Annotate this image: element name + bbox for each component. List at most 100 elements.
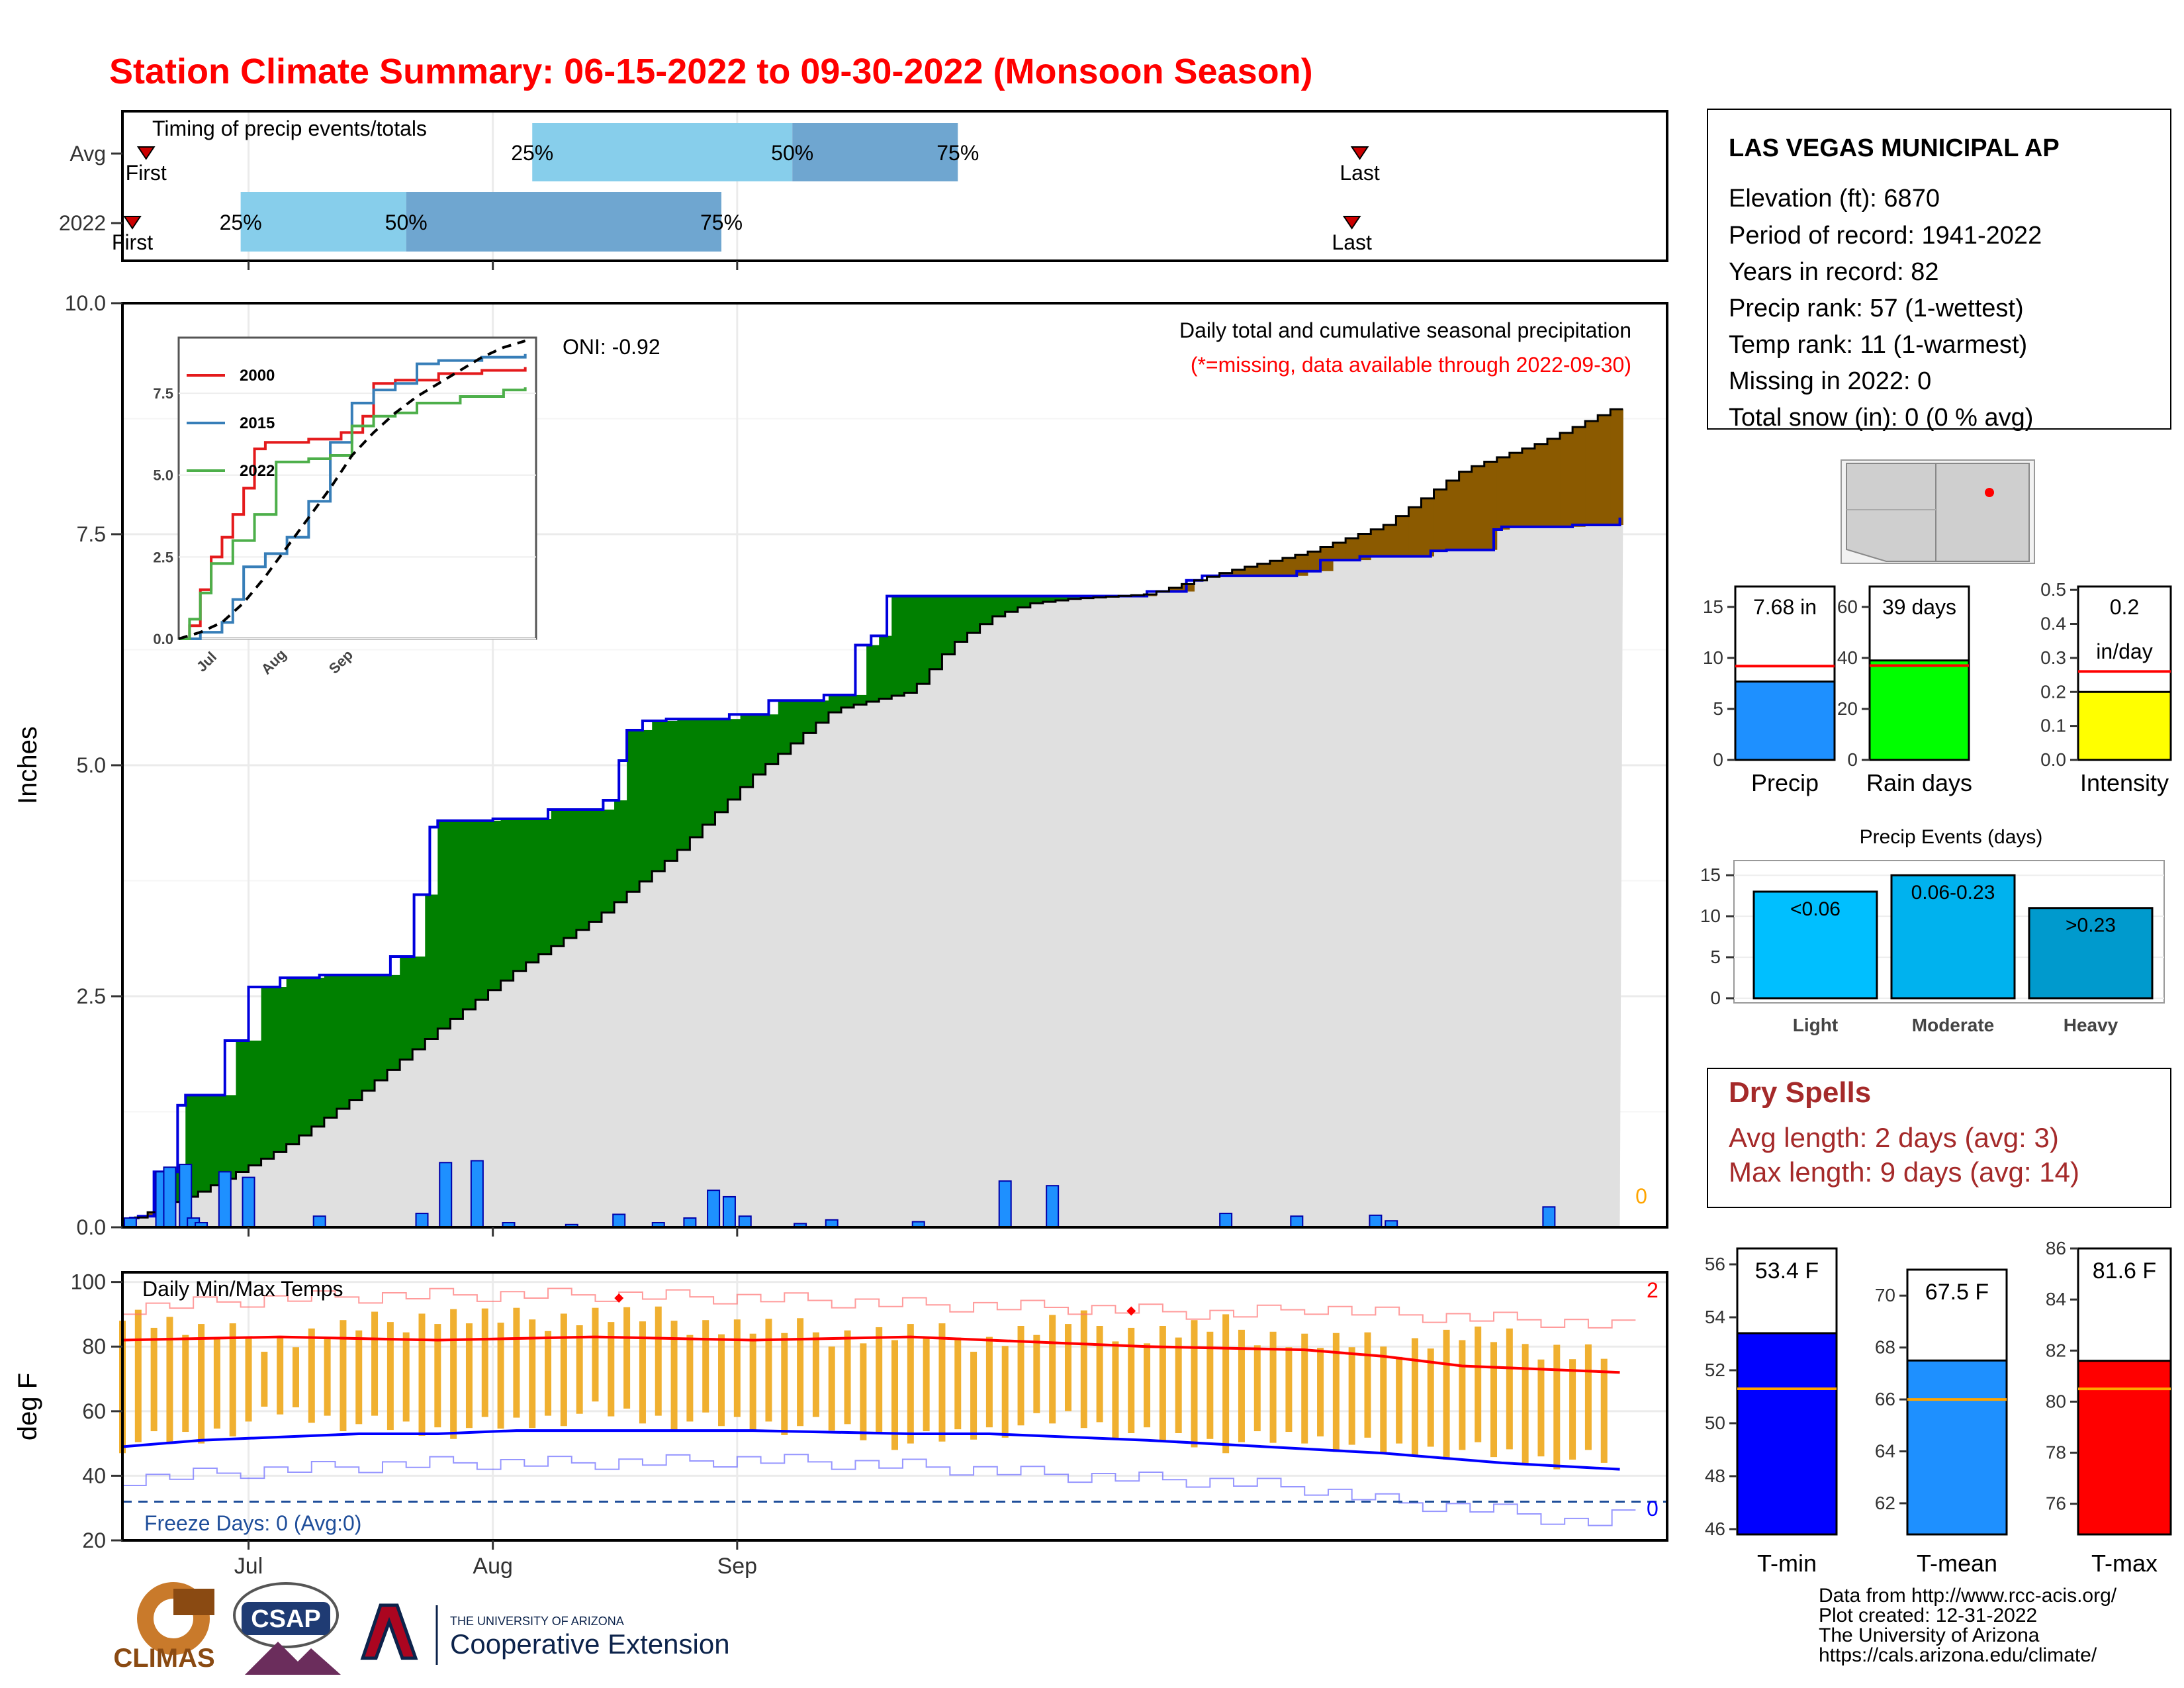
above-avg-area xyxy=(198,1095,211,1192)
daily-temp-range-bar xyxy=(655,1306,662,1416)
below-avg-area xyxy=(1547,438,1561,527)
daily-temp-range-bar xyxy=(923,1338,930,1432)
daily-temp-range-bar xyxy=(434,1324,441,1428)
credit-line: https://cals.arizona.edu/climate/ xyxy=(1819,1644,2097,1666)
daily-temp-range-bar xyxy=(907,1324,914,1444)
above-avg-area xyxy=(854,694,867,705)
temp-stat-bar xyxy=(1736,1332,1838,1536)
station-line: Period of record: 1941-2022 xyxy=(1729,222,2042,250)
below-avg-area xyxy=(1446,481,1460,551)
dry-spells-title: Dry Spells xyxy=(1729,1076,1871,1109)
temp-bar-xlabel: T-mean xyxy=(1917,1550,1997,1577)
above-avg-area xyxy=(929,596,942,669)
timing-panel: Timing of precip events/totals Avg 2022 … xyxy=(59,110,1668,262)
temp-bar-ytick-label: 46 xyxy=(1705,1519,1725,1539)
daily-temp-range-bar xyxy=(1506,1328,1513,1450)
daily-temp-range-bar xyxy=(608,1322,615,1417)
below-avg-area xyxy=(1560,432,1573,527)
temp-line xyxy=(122,1429,1620,1471)
timing-marker-label: First xyxy=(126,161,167,185)
daily-temp-range-bar xyxy=(1175,1337,1182,1433)
month-xtick-label: Aug xyxy=(473,1554,513,1579)
events-bar xyxy=(1752,890,1878,1000)
credit-line: The University of Arizona xyxy=(1819,1624,2040,1646)
daily-temp-range-bar xyxy=(1017,1326,1024,1426)
daily-precip-bar xyxy=(738,1215,752,1229)
station-location-marker xyxy=(1985,488,1994,497)
daily-temp-range-bar xyxy=(1222,1314,1230,1454)
above-avg-area xyxy=(425,894,438,1039)
below-avg-area xyxy=(1522,448,1535,527)
above-avg-area xyxy=(967,596,981,633)
above-avg-area xyxy=(765,714,779,765)
above-avg-area xyxy=(992,596,1006,616)
daily-temp-range-bar xyxy=(844,1330,851,1425)
inset-legend-label: 2015 xyxy=(240,414,275,432)
daily-temp-range-bar xyxy=(891,1340,898,1450)
above-avg-area xyxy=(538,818,552,955)
precip-ytick-label: 0.0 xyxy=(77,1215,106,1239)
timing-label-2022: 2022 xyxy=(59,211,106,235)
csap-logo: CSAP xyxy=(233,1582,341,1675)
below-avg-area xyxy=(1181,584,1195,592)
below-avg-area xyxy=(1471,466,1485,550)
temp-bar-ytick-label: 68 xyxy=(1875,1337,1895,1358)
daily-precip-bar xyxy=(683,1217,697,1229)
temp-value-label: 67.5 F xyxy=(1925,1280,1989,1305)
above-avg-area xyxy=(602,810,615,913)
stat-value-label: 7.68 in xyxy=(1753,595,1817,619)
daily-temp-range-bar xyxy=(1301,1333,1308,1444)
above-avg-area xyxy=(475,820,489,1000)
inset-ytick-label: 2.5 xyxy=(153,549,173,565)
temp-bar-ytick-label: 82 xyxy=(2046,1340,2066,1360)
below-avg-area xyxy=(1345,538,1359,561)
events-xlabel: Heavy xyxy=(2064,1015,2118,1035)
above-avg-area xyxy=(1068,596,1081,599)
temp-caption: Daily Min/Max Temps xyxy=(142,1277,343,1301)
daily-temp-range-bar xyxy=(1569,1359,1576,1460)
timing-caption: Timing of precip events/totals xyxy=(152,117,427,140)
above-avg-area xyxy=(702,719,715,825)
daily-temp-range-bar xyxy=(576,1325,583,1414)
oni-label: ONI: -0.92 xyxy=(563,335,660,359)
timing-pct-label: 25% xyxy=(220,211,262,234)
daily-temp-range-bar xyxy=(245,1337,252,1422)
daily-temp-range-bar xyxy=(497,1323,504,1429)
below-avg-area xyxy=(1244,567,1258,576)
events-bar-label: >0.23 xyxy=(2066,915,2116,937)
above-avg-area xyxy=(954,596,968,642)
above-avg-area xyxy=(677,719,690,850)
above-avg-area xyxy=(513,818,527,971)
temp-bar-ytick-label: 78 xyxy=(2046,1442,2066,1463)
timing-pct-label: 50% xyxy=(771,141,813,165)
above-avg-area xyxy=(236,1041,250,1172)
daily-temp-range-bar xyxy=(450,1309,457,1439)
daily-precip-bar xyxy=(415,1213,429,1229)
below-avg-area xyxy=(1396,516,1409,557)
daily-temp-range-bar xyxy=(1459,1340,1466,1450)
above-avg-area xyxy=(740,714,754,787)
above-avg-area xyxy=(904,596,917,693)
events-xlabel: Moderate xyxy=(1912,1015,1994,1035)
timing-marker-icon xyxy=(1342,216,1361,230)
dry-spells-line: Avg length: 2 days (avg: 3) xyxy=(1729,1122,2059,1153)
dry-spells-line: Max length: 9 days (avg: 14) xyxy=(1729,1156,2079,1188)
stat-ytick-label: 10 xyxy=(1703,647,1723,668)
above-avg-area xyxy=(261,987,275,1159)
daily-temp-range-bar xyxy=(781,1333,788,1435)
stat-ytick-label: 0.5 xyxy=(2040,579,2066,600)
daily-temp-range-bar xyxy=(371,1311,379,1416)
above-avg-area xyxy=(891,596,905,696)
timing-marker-icon xyxy=(123,216,142,230)
inset-series-line xyxy=(179,387,527,640)
daily-temp-range-bar xyxy=(1427,1348,1434,1447)
daily-temp-range-bar xyxy=(1317,1348,1324,1436)
daily-temp-range-bar xyxy=(402,1332,410,1422)
daily-temp-range-bar xyxy=(1522,1344,1529,1464)
temp-value-label: 81.6 F xyxy=(2093,1258,2156,1284)
temp-panel: Daily Min/Max Temps Freeze Days: 0 (Avg:… xyxy=(13,1270,1668,1579)
below-avg-area xyxy=(1459,471,1473,550)
credits: Data from http://www.rcc-acis.org/ Plot … xyxy=(1819,1585,2117,1666)
timing-pct-label: 50% xyxy=(385,211,428,234)
